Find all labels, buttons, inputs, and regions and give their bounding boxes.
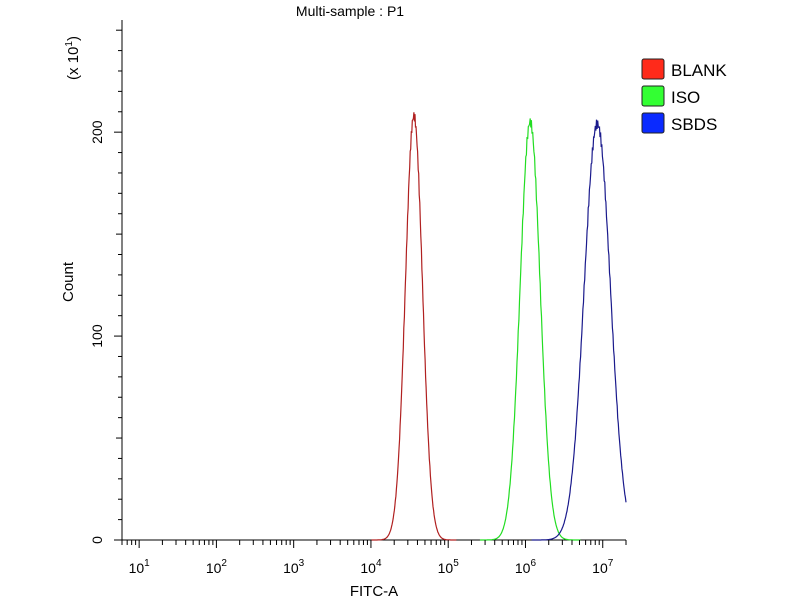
- y-tick-label: 0: [89, 536, 105, 544]
- legend-label-blank: BLANK: [671, 61, 727, 80]
- series-blank-curve: [371, 112, 457, 541]
- x-tick-label: 106: [515, 558, 537, 576]
- x-tick-label: 105: [438, 558, 460, 576]
- series-sbds-curve: [531, 119, 627, 541]
- legend-swatch-sbds: [641, 112, 665, 134]
- legend-label-iso: ISO: [671, 88, 700, 107]
- x-axis-label: FITC-A: [350, 583, 398, 600]
- histogram-curves: [371, 112, 627, 541]
- legend-swatch-blank: [641, 58, 665, 80]
- legend-swatch-iso: [641, 85, 665, 107]
- x-tick-label: 101: [129, 558, 151, 576]
- y-axis: 0 100 200: [89, 29, 122, 544]
- series-iso-curve: [479, 118, 581, 541]
- x-tick-label: 104: [360, 558, 382, 576]
- plot-area: [121, 20, 626, 541]
- legend-label-sbds: SBDS: [671, 115, 717, 134]
- y-tick-label: 100: [89, 324, 105, 348]
- x-tick-label: 107: [592, 558, 614, 576]
- x-tick-label: 102: [206, 558, 228, 576]
- y-tick-label: 200: [89, 120, 105, 144]
- x-tick-label: 103: [283, 558, 305, 576]
- chart-title: Multi-sample : P1: [296, 3, 404, 19]
- y-axis-label: Count: [60, 261, 77, 302]
- x-axis: 101 102 103 104 105 106 107: [121, 540, 627, 576]
- y-axis-multiplier: (x 101): [64, 36, 82, 80]
- legend: BLANK ISO SBDS: [641, 58, 727, 134]
